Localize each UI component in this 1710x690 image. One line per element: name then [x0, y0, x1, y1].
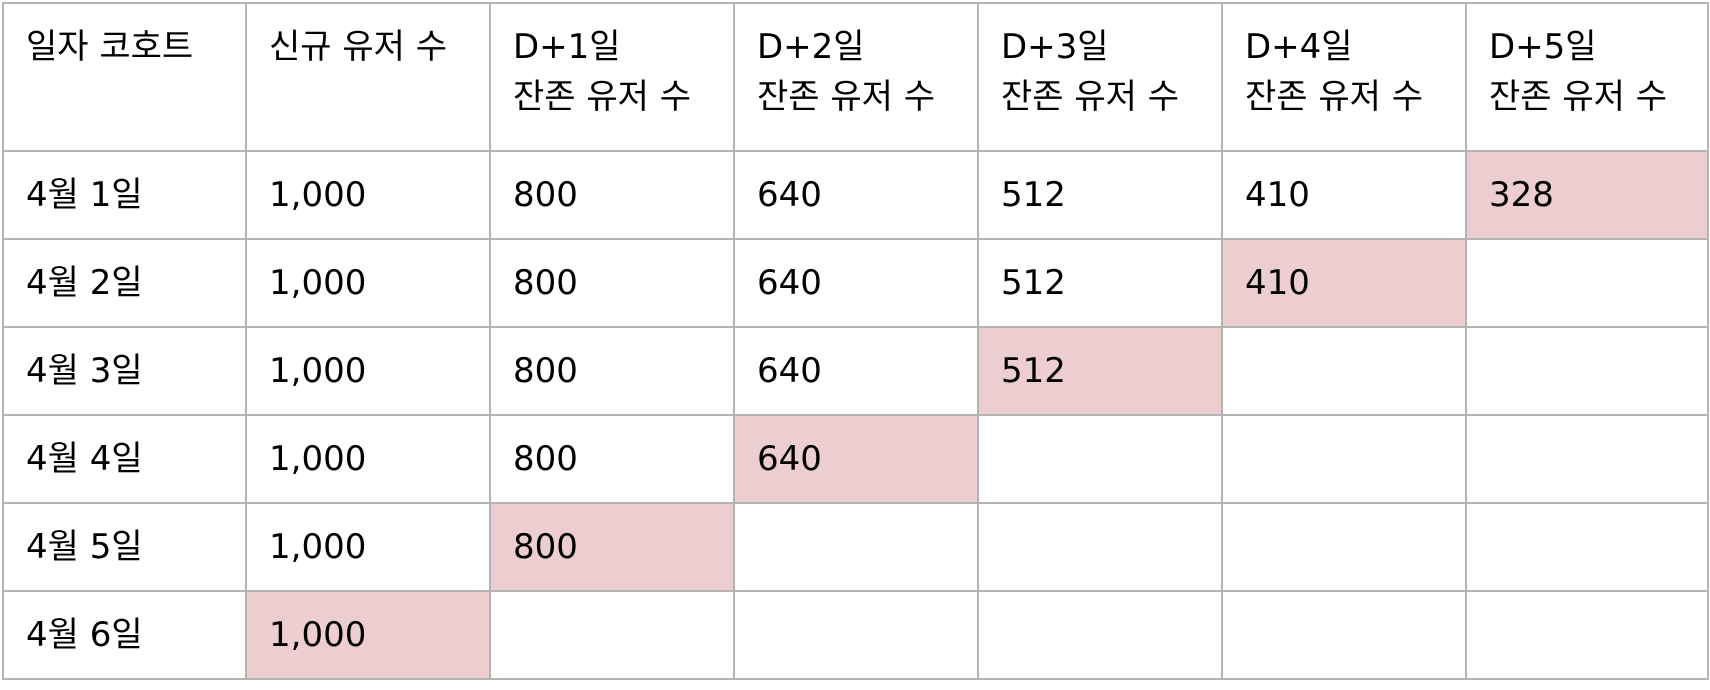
- table-cell: 410: [1221, 150, 1467, 240]
- table-cell: 800: [489, 150, 735, 240]
- empty-cell: [733, 502, 979, 592]
- table-cell: 800: [489, 414, 735, 504]
- empty-cell: [1221, 326, 1467, 416]
- cohort-date-cell: 4월 1일: [2, 150, 247, 240]
- header-sublabel: 잔존 유저 수: [513, 77, 692, 117]
- header-sublabel: 잔존 유저 수: [1001, 77, 1180, 117]
- table-cell: 1,000: [245, 502, 491, 592]
- empty-cell: [1465, 590, 1709, 680]
- table-row: 4월 2일 1,000 800 640 512 410: [2, 238, 1709, 328]
- header-d2-retained: D+2일 잔존 유저 수: [733, 2, 979, 152]
- cohort-date-cell: 4월 2일: [2, 238, 247, 328]
- header-label: D+4일: [1245, 27, 1353, 67]
- highlighted-cell: 640: [733, 414, 979, 504]
- header-label: 신규 유저 수: [269, 27, 448, 67]
- highlighted-cell: 328: [1465, 150, 1709, 240]
- empty-cell: [1221, 590, 1467, 680]
- cohort-date-cell: 4월 3일: [2, 326, 247, 416]
- header-cohort-date: 일자 코호트: [2, 2, 247, 152]
- cohort-date-cell: 4월 5일: [2, 502, 247, 592]
- header-d1-retained: D+1일 잔존 유저 수: [489, 2, 735, 152]
- table-row: 4월 5일 1,000 800: [2, 502, 1709, 592]
- highlighted-cell: 512: [977, 326, 1223, 416]
- table-cell: 1,000: [245, 150, 491, 240]
- table-cell: 800: [489, 238, 735, 328]
- table-cell: 640: [733, 326, 979, 416]
- empty-cell: [1465, 326, 1709, 416]
- header-label: D+3일: [1001, 27, 1109, 67]
- table-cell: 1,000: [245, 238, 491, 328]
- table-cell: 640: [733, 238, 979, 328]
- header-sublabel: 잔존 유저 수: [1489, 77, 1668, 117]
- header-label: D+2일: [757, 27, 865, 67]
- header-d4-retained: D+4일 잔존 유저 수: [1221, 2, 1467, 152]
- table-cell: 640: [733, 150, 979, 240]
- empty-cell: [733, 590, 979, 680]
- header-sublabel: 잔존 유저 수: [757, 77, 936, 117]
- table-cell: 512: [977, 238, 1223, 328]
- table-row: 4월 6일 1,000: [2, 590, 1709, 680]
- table-row: 4월 1일 1,000 800 640 512 410 328: [2, 150, 1709, 240]
- highlighted-cell: 800: [489, 502, 735, 592]
- empty-cell: [1465, 238, 1709, 328]
- empty-cell: [1221, 502, 1467, 592]
- header-d5-retained: D+5일 잔존 유저 수: [1465, 2, 1709, 152]
- empty-cell: [1465, 502, 1709, 592]
- table-row: 4월 4일 1,000 800 640: [2, 414, 1709, 504]
- table-cell: 1,000: [245, 414, 491, 504]
- empty-cell: [977, 502, 1223, 592]
- table-cell: 512: [977, 150, 1223, 240]
- highlighted-cell: 410: [1221, 238, 1467, 328]
- header-row: 일자 코호트 신규 유저 수 D+1일 잔존 유저 수 D+2일 잔존 유저 수…: [2, 2, 1709, 152]
- empty-cell: [489, 590, 735, 680]
- header-sublabel: 잔존 유저 수: [1245, 77, 1424, 117]
- table-row: 4월 3일 1,000 800 640 512: [2, 326, 1709, 416]
- empty-cell: [977, 414, 1223, 504]
- table-cell: 800: [489, 326, 735, 416]
- header-label: D+1일: [513, 27, 621, 67]
- empty-cell: [977, 590, 1223, 680]
- empty-cell: [1465, 414, 1709, 504]
- header-d3-retained: D+3일 잔존 유저 수: [977, 2, 1223, 152]
- cohort-date-cell: 4월 4일: [2, 414, 247, 504]
- table-cell: 1,000: [245, 326, 491, 416]
- cohort-date-cell: 4월 6일: [2, 590, 247, 680]
- empty-cell: [1221, 414, 1467, 504]
- header-label: 일자 코호트: [26, 27, 194, 67]
- highlighted-cell: 1,000: [245, 590, 491, 680]
- header-label: D+5일: [1489, 27, 1597, 67]
- header-new-users: 신규 유저 수: [245, 2, 491, 152]
